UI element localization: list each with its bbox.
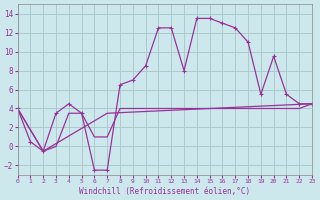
X-axis label: Windchill (Refroidissement éolien,°C): Windchill (Refroidissement éolien,°C) [79, 187, 250, 196]
